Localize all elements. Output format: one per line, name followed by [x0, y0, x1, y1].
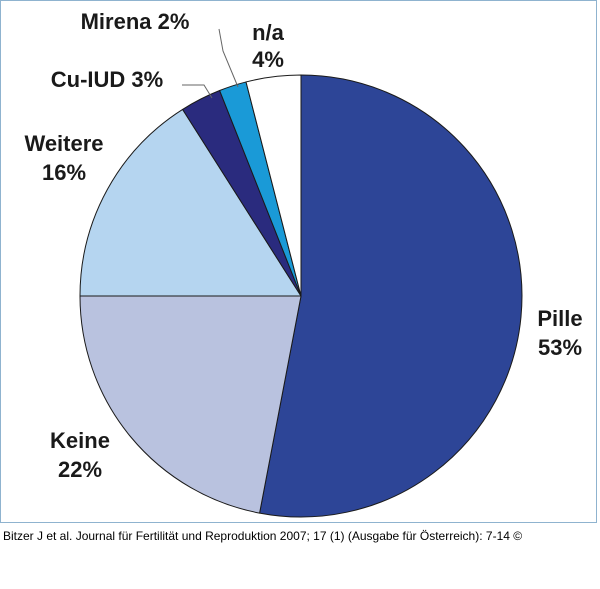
- slice-value-n-a: 4%: [252, 47, 284, 72]
- chart-frame: Pille 53% Keine 22% Weitere 16% Cu-IUD 3% Miren…: [0, 0, 597, 523]
- slice-label-cu-iud: Cu-IUD 3%: [51, 67, 163, 92]
- slice-label-weitere: Weitere: [24, 131, 103, 156]
- leader-line-cu-iud: [182, 84, 213, 99]
- slice-label-mirena: Mirena 2%: [81, 9, 190, 34]
- slice-label-n-a: n/a: [252, 20, 285, 45]
- pie-slice-weitere: [79, 108, 302, 297]
- pie-slice-pille: [259, 74, 523, 518]
- slice-label-pille: Pille: [537, 306, 582, 331]
- pie-slice-n-a: [245, 74, 302, 297]
- slice-label-keine: Keine: [50, 428, 110, 453]
- slice-value-keine: 22%: [58, 457, 102, 482]
- slice-value-pille: 53%: [538, 335, 582, 360]
- pie-slice-keine: [79, 295, 302, 514]
- pie-chart: Pille 53% Keine 22% Weitere 16% Cu-IUD 3% Miren…: [24, 9, 583, 518]
- leader-line-mirena: [218, 28, 239, 88]
- citation-text: Bitzer J et al. Journal für Fertilität u…: [3, 529, 523, 543]
- slice-value-weitere: 16%: [42, 160, 86, 185]
